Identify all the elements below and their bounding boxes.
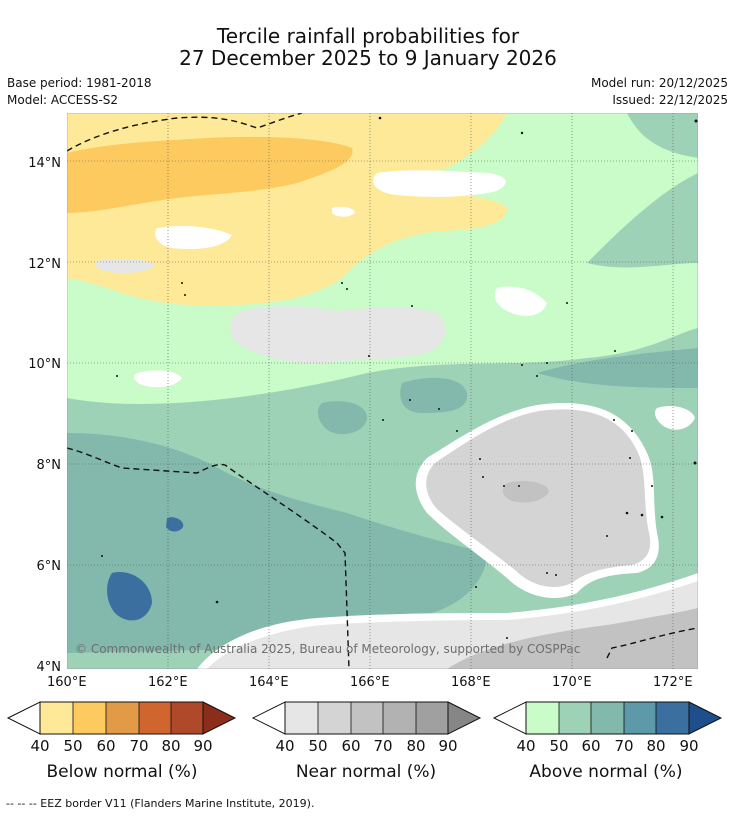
below-extend-high <box>202 701 237 735</box>
area-above-60-small <box>317 401 367 435</box>
lon-label-168e: 168°E <box>451 675 491 690</box>
above-swatch-70 <box>624 702 656 734</box>
above-normal-label: Above normal (%) <box>529 762 683 782</box>
lon-label-170e: 170°E <box>552 675 592 690</box>
below-tick-50: 50 <box>63 737 82 755</box>
above-swatch-50 <box>559 702 591 734</box>
area-below-50 <box>67 136 353 213</box>
area-white-ne <box>373 170 506 197</box>
below-tick-40: 40 <box>30 737 49 755</box>
near-swatch-50 <box>318 702 351 734</box>
graticule <box>67 113 698 669</box>
below-swatch-60 <box>106 702 139 734</box>
area-above-60-mid <box>400 377 468 413</box>
near-tick-40: 40 <box>275 737 294 755</box>
colorbar-above <box>492 701 723 735</box>
area-above-50-ne <box>627 113 698 158</box>
near-swatch-40 <box>285 702 318 734</box>
copyright-text: © Commonwealth of Australia 2025, Bureau… <box>75 642 580 656</box>
below-extend-low <box>6 701 41 735</box>
lon-label-162e: 162°E <box>148 675 188 690</box>
above-tick-40: 40 <box>516 737 535 755</box>
area-white-mid <box>134 370 182 388</box>
above-extend-low <box>492 701 527 735</box>
above-tick-90: 90 <box>679 737 698 755</box>
below-swatch-80 <box>171 702 203 734</box>
area-white-north <box>155 225 232 250</box>
model-run: Model run: 20/12/2025 <box>590 76 728 90</box>
eez-footnote: -- -- -- EEZ border V11 (Flanders Marine… <box>6 797 315 810</box>
near-extend-high <box>447 701 482 735</box>
near-tick-90: 90 <box>438 737 457 755</box>
area-above-60-east <box>537 348 698 388</box>
below-swatch-50 <box>73 702 106 734</box>
near-tick-50: 50 <box>308 737 327 755</box>
near-swatch-70 <box>383 702 416 734</box>
above-tick-60: 60 <box>581 737 600 755</box>
lat-label-10n: 10°N <box>28 357 61 372</box>
colorbar-below <box>6 701 237 735</box>
area-above-70-dot <box>166 517 184 532</box>
area-near-40-central <box>230 306 446 364</box>
above-tick-70: 70 <box>614 737 633 755</box>
lat-label-12n: 12°N <box>28 257 61 272</box>
model-name: Model: ACCESS-S2 <box>7 93 119 107</box>
area-near-60-east <box>502 480 549 503</box>
issued-date: Issued: 22/12/2025 <box>612 93 728 107</box>
below-normal-label: Below normal (%) <box>46 762 198 782</box>
above-swatch-40 <box>526 702 559 734</box>
near-tick-80: 80 <box>406 737 425 755</box>
title-line-1: Tercile rainfall probabilities for <box>216 24 520 48</box>
area-white-e2 <box>654 406 695 430</box>
below-tick-90: 90 <box>193 737 212 755</box>
area-near-60-south <box>447 608 698 669</box>
below-tick-70: 70 <box>129 737 148 755</box>
base-period: Base period: 1981-2018 <box>7 76 152 90</box>
lon-label-166e: 166°E <box>350 675 390 690</box>
colorbar-near <box>251 701 482 735</box>
lat-label-8n: 8°N <box>36 458 62 473</box>
near-swatch-60 <box>351 702 383 734</box>
lon-label-164e: 164°E <box>249 675 289 690</box>
near-normal-label: Near normal (%) <box>295 762 437 782</box>
near-swatch-80 <box>416 702 448 734</box>
lat-label-4n: 4°N <box>36 660 62 675</box>
above-swatch-80 <box>656 702 689 734</box>
title-line-2: 27 December 2025 to 9 January 2026 <box>179 46 557 70</box>
near-extend-low <box>251 701 286 735</box>
area-white-east <box>494 286 547 316</box>
near-tick-60: 60 <box>341 737 360 755</box>
eez-borders <box>67 113 698 669</box>
above-tick-50: 50 <box>549 737 568 755</box>
lat-label-6n: 6°N <box>36 559 62 574</box>
area-white-north3 <box>332 206 355 217</box>
forecast-map: © Commonwealth of Australia 2025, Bureau… <box>67 113 698 669</box>
below-tick-80: 80 <box>161 737 180 755</box>
area-above-50-ne2 <box>587 173 698 268</box>
below-swatch-70 <box>139 702 171 734</box>
area-above-70 <box>107 572 152 621</box>
above-swatch-60 <box>591 702 624 734</box>
above-tick-80: 80 <box>646 737 665 755</box>
below-swatch-40 <box>40 702 73 734</box>
lat-label-14n: 14°N <box>28 156 61 171</box>
below-tick-60: 60 <box>96 737 115 755</box>
near-tick-70: 70 <box>373 737 392 755</box>
legend-area: 40 50 60 70 80 90 40 50 60 70 80 90 40 5… <box>6 701 723 755</box>
above-extend-high <box>688 701 723 735</box>
islands <box>101 116 698 639</box>
area-white-north2 <box>95 258 155 273</box>
lon-label-172e: 172°E <box>653 675 693 690</box>
area-above-60-sw <box>67 433 487 653</box>
lon-label-160e: 160°E <box>47 675 87 690</box>
